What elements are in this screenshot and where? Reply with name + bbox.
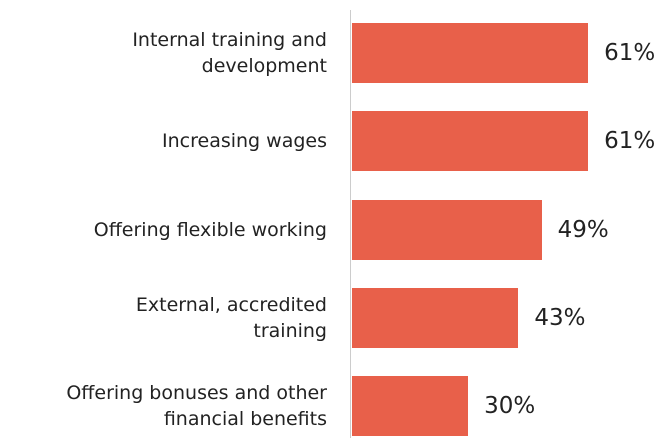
value-label: 61%	[604, 40, 656, 66]
bar	[352, 23, 589, 83]
value-label: 30%	[484, 393, 536, 420]
value-label: 61%	[604, 128, 656, 155]
category-label: Increasing wages	[162, 130, 327, 153]
category-label: Internal training and development	[132, 29, 327, 77]
bar	[352, 199, 542, 260]
bar	[352, 287, 519, 348]
category-label: External, accredited training	[135, 293, 327, 342]
value-label: 49%	[557, 216, 609, 243]
value-label: 43%	[534, 304, 586, 331]
category-label: Offering bonuses and other financial ben…	[66, 382, 327, 431]
bar	[352, 376, 469, 437]
bar	[352, 111, 589, 172]
category-label: Offering flexible working	[93, 218, 327, 241]
axis-line	[350, 10, 351, 438]
